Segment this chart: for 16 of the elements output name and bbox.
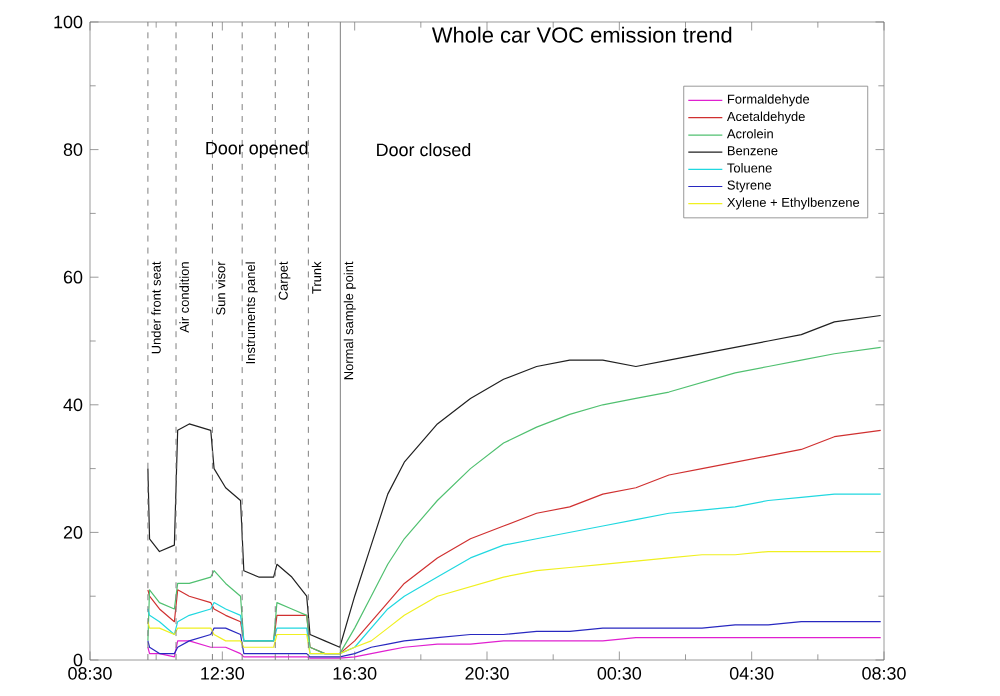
y-tick-label: 60 bbox=[63, 270, 83, 284]
x-tick-label: 00:30 bbox=[597, 667, 642, 680]
chart-title: Whole car VOC emission trend bbox=[431, 26, 732, 43]
x-tick-label: 04:30 bbox=[729, 667, 774, 680]
x-tick-label: 16:30 bbox=[333, 667, 377, 680]
x-tick-label: 12:30 bbox=[201, 667, 245, 680]
y-tick-label: 0 bbox=[73, 653, 83, 667]
x-tick-label: 20:30 bbox=[465, 667, 509, 680]
y-tick-label: 40 bbox=[63, 398, 83, 412]
annotation: Door opened bbox=[206, 141, 308, 158]
y-tick-label: 100 bbox=[54, 15, 83, 29]
y-tick-label: 20 bbox=[63, 526, 83, 539]
y-tick-label: 80 bbox=[63, 143, 83, 156]
x-tick-label: 08:30 bbox=[862, 667, 906, 680]
annotation: Door closed bbox=[377, 143, 471, 157]
x-tick-label: 08:30 bbox=[68, 667, 112, 680]
